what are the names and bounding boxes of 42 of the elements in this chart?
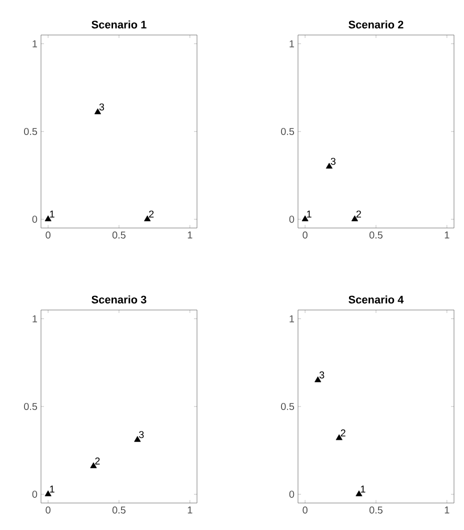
annotation: 2 (95, 458, 100, 464)
annotation: 1 (50, 210, 54, 218)
annotation: 1 (360, 486, 366, 493)
chart-title: Scenario 2 (348, 20, 404, 28)
x-tick-label: 0 (302, 232, 308, 239)
annotation: 3 (139, 431, 144, 438)
y-tick-label: 0 (32, 216, 38, 223)
annotation: 1 (307, 210, 312, 218)
annotation: 3 (319, 371, 324, 378)
x-tick-label: 0 (46, 506, 50, 514)
point (356, 490, 362, 496)
chart-title: Scenario 4 (348, 295, 404, 304)
y-tick-label: 0.5 (24, 402, 38, 410)
annotation: 3 (330, 158, 336, 165)
x-tick-label: 1 (188, 506, 192, 514)
y-tick-label: 0 (289, 490, 294, 498)
point (44, 490, 52, 496)
y-tick-label: 1 (290, 315, 294, 322)
x-tick-label: 1 (188, 232, 192, 238)
y-tick-label: 0 (289, 216, 294, 223)
y-tick-label: 0.5 (24, 128, 38, 136)
chart-title: Scenario 1 (92, 20, 146, 28)
y-tick-label: 1 (32, 315, 38, 322)
y-tick-label: 0.5 (281, 128, 294, 136)
x-tick-label: 1 (444, 506, 450, 514)
annotation: 1 (50, 486, 54, 493)
x-tick-label: 0.5 (369, 232, 383, 239)
x-tick-label: 0.5 (112, 232, 126, 239)
x-tick-label: 0 (302, 506, 308, 514)
annotation: 2 (149, 210, 154, 218)
y-tick-label: 1 (32, 40, 38, 48)
annotation: 2 (356, 210, 361, 218)
y-tick-label: 0 (32, 490, 38, 498)
x-tick-label: 0 (46, 232, 50, 239)
x-tick-label: 0.5 (112, 506, 126, 514)
annotation: 2 (340, 429, 346, 436)
y-tick-label: 0.5 (281, 402, 294, 410)
x-tick-label: 1 (444, 232, 450, 238)
x-tick-label: 0.5 (369, 506, 383, 514)
y-tick-label: 1 (290, 40, 294, 48)
chart-title: Scenario 3 (92, 295, 146, 304)
annotation: 3 (99, 103, 104, 110)
